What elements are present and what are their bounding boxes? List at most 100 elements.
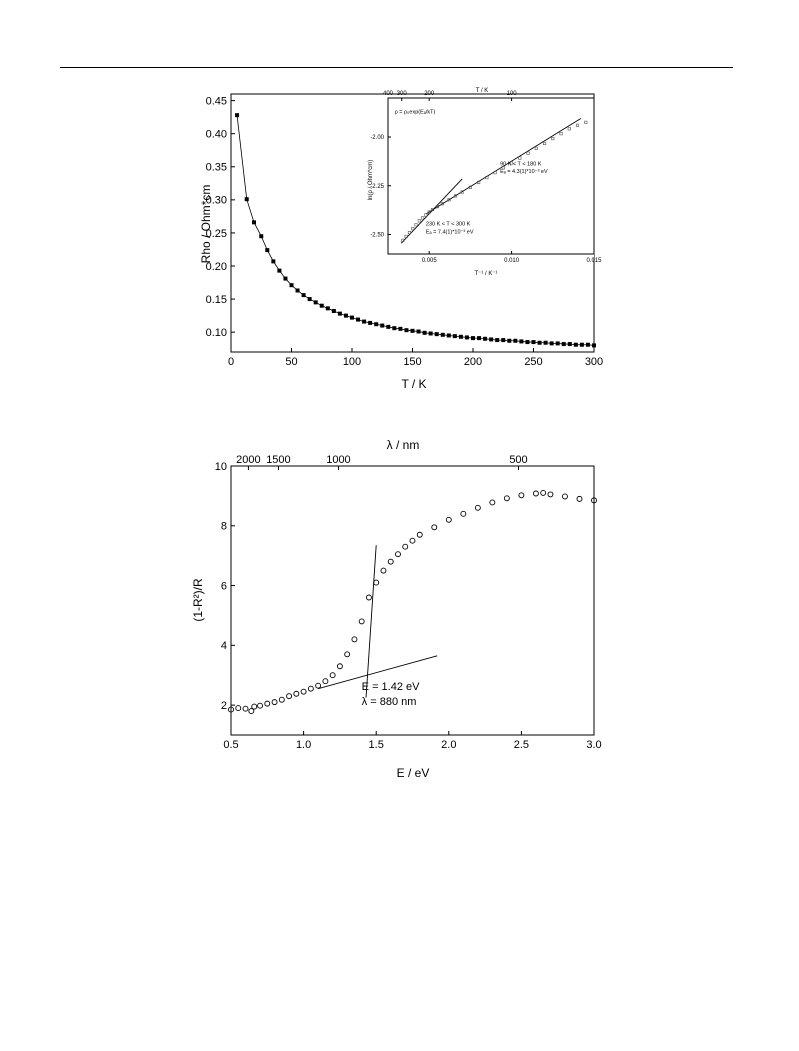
- inset-x-tick-label: 0.010: [504, 258, 520, 264]
- optical-data-point: [228, 706, 234, 713]
- main-data-point: [537, 340, 542, 345]
- inset-data-point: [526, 151, 530, 155]
- inset-data-point: [447, 198, 451, 202]
- inset-data-point: [468, 185, 472, 189]
- optical-data-point: [431, 524, 438, 531]
- main-data-point: [428, 331, 433, 336]
- inset-data-point: [518, 156, 522, 160]
- main-x-tick-label: 200: [464, 356, 482, 368]
- main-x-tick-label: 300: [585, 356, 603, 368]
- optical-y-tick-label: 8: [221, 521, 227, 533]
- main-data-point: [501, 338, 506, 343]
- inset-chart: 0.005 0.010 0.015 -2.50 -2.25 -2.00 400 300 200 1…: [368, 88, 602, 277]
- inset-data-point: [477, 180, 481, 184]
- optical-data-point: [365, 594, 372, 601]
- inset-data-point: [414, 223, 418, 227]
- inset-data-point: [427, 210, 431, 214]
- main-data-point: [307, 297, 312, 302]
- inset-data-point: [575, 123, 580, 127]
- inset-data-point: [501, 166, 505, 170]
- optical-data-point: [460, 510, 467, 517]
- main-data-point: [259, 234, 264, 239]
- inset-data-point: [493, 171, 497, 175]
- inset-top-tick-label: 300: [397, 91, 408, 97]
- optical-top-tick-label: 1000: [326, 454, 350, 466]
- optical-data-point: [562, 493, 568, 500]
- main-data-point: [410, 328, 415, 333]
- inset-chart-marks: ρ = ρ₀exp(Eₐ/kT) 90 K < T < 180 K Eₐ = 4.3…: [395, 110, 588, 244]
- main-data-point: [567, 342, 572, 347]
- main-data-point: [325, 306, 330, 311]
- optical-data-point: [278, 696, 285, 703]
- optical-data-point: [540, 489, 547, 496]
- optical-data-point: [344, 651, 351, 658]
- main-data-point: [422, 330, 427, 335]
- inset-top-tick-label: 100: [507, 91, 518, 97]
- main-data-point: [331, 308, 336, 313]
- optical-data-point: [518, 492, 525, 499]
- optical-x-tick-label: 2.0: [441, 739, 456, 751]
- optical-top-axis-label: λ / nm: [387, 438, 420, 452]
- main-data-point: [513, 338, 518, 343]
- main-data-point: [549, 341, 554, 346]
- inset-data-point: [551, 137, 555, 141]
- inset-fit-line: [425, 118, 582, 215]
- main-y-tick-label: 0.15: [206, 294, 227, 306]
- optical-data-point: [242, 705, 249, 712]
- page-header-rule: [60, 67, 733, 68]
- optical-data-point: [336, 663, 343, 670]
- main-y-tick-label: 0.20: [206, 261, 227, 273]
- optical-top-tick-label: 1500: [266, 454, 290, 466]
- optical-chart-marks: E = 1.42 eV λ = 880 nm: [228, 489, 597, 715]
- inset-data-point: [435, 205, 439, 209]
- inset-data-point: [421, 216, 425, 220]
- main-data-point: [295, 288, 300, 293]
- main-x-tick-label: 250: [524, 356, 542, 368]
- inset-data-point: [404, 234, 408, 238]
- main-y-tick-label: 0.35: [206, 162, 227, 174]
- main-y-tick-label: 0.45: [206, 95, 227, 107]
- optical-data-point: [532, 490, 539, 497]
- optical-data-point: [264, 700, 271, 707]
- optical-data-point: [547, 491, 554, 498]
- optical-data-point: [402, 543, 409, 550]
- optical-data-point: [235, 705, 242, 712]
- main-data-point: [319, 303, 324, 308]
- inset-y-axis-label: ln(ρ / Ohm*cm): [368, 160, 374, 200]
- optical-data-point: [248, 708, 255, 715]
- main-data-point: [356, 317, 361, 322]
- main-data-point: [277, 268, 282, 273]
- main-x-tick-label: 50: [285, 356, 297, 368]
- main-x-tick-label: 0: [228, 356, 234, 368]
- main-x-tick-label: 150: [403, 356, 421, 368]
- main-data-point: [271, 259, 276, 264]
- inset-data-point: [567, 127, 571, 131]
- main-data-point: [519, 339, 524, 344]
- optical-data-point: [503, 495, 510, 502]
- main-data-point: [362, 319, 367, 324]
- main-data-point: [416, 329, 421, 334]
- optical-data-point: [286, 693, 293, 700]
- optical-data-point: [315, 682, 322, 689]
- main-data-point: [555, 341, 560, 346]
- optical-data-point: [322, 678, 329, 685]
- optical-data-point: [358, 618, 365, 625]
- main-data-point: [265, 248, 270, 253]
- inset-top-tick-label: 400: [383, 91, 394, 97]
- main-x-tick-label: 100: [343, 356, 361, 368]
- optical-y-tick-label: 6: [221, 580, 227, 592]
- inset-fit-line: [400, 178, 463, 244]
- optical-data-point: [445, 516, 452, 523]
- main-data-point: [471, 336, 475, 341]
- optical-chart-frame: [230, 465, 595, 736]
- optical-data-point: [591, 497, 597, 504]
- inset-data-point: [407, 231, 411, 235]
- inset-data-point: [401, 238, 405, 242]
- inset-plot-frame: [387, 97, 595, 255]
- optical-data-point: [251, 703, 258, 710]
- inset-top-axis-label: T / K: [476, 88, 489, 94]
- optical-x-axis-label: E / eV: [397, 766, 430, 780]
- main-data-point: [531, 340, 536, 345]
- inset-data-point: [411, 227, 415, 231]
